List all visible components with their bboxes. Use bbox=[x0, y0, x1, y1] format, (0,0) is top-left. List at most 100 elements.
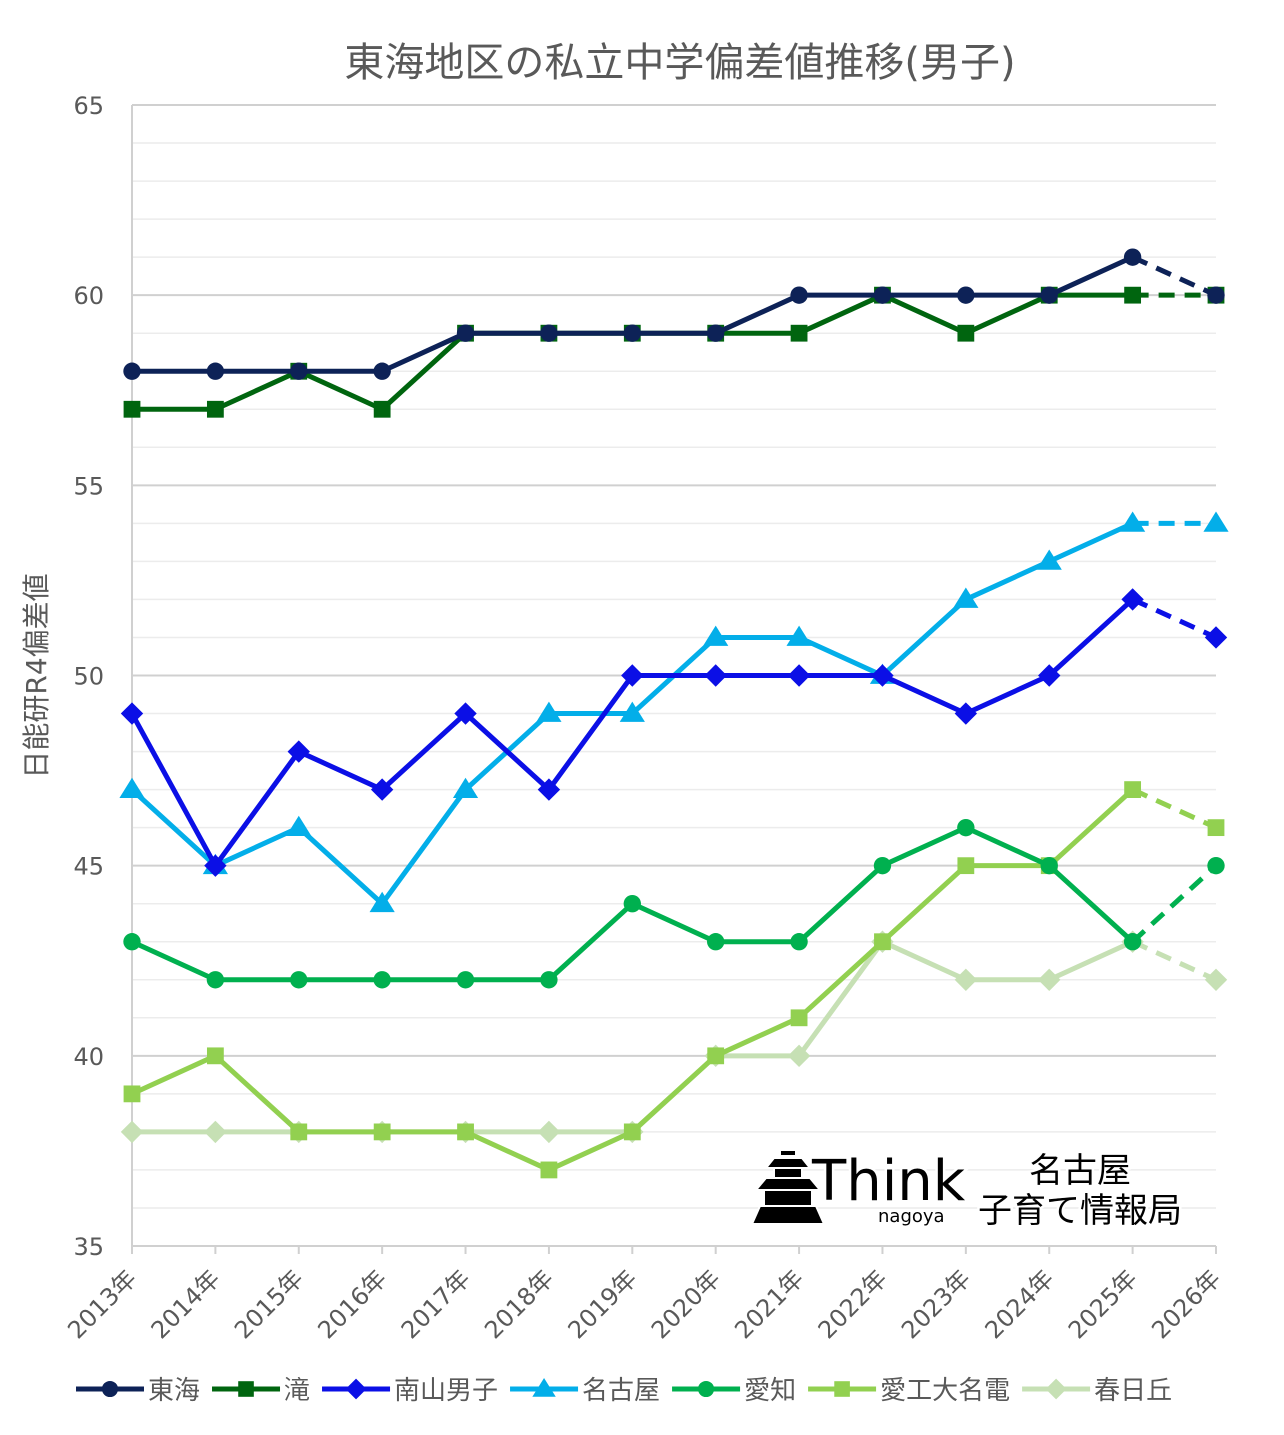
legend-label: 春日丘 bbox=[1094, 1376, 1172, 1406]
data-point bbox=[1038, 664, 1061, 687]
data-point bbox=[1207, 286, 1225, 304]
x-tick-label: 2023年 bbox=[896, 1264, 976, 1344]
data-point bbox=[1124, 781, 1142, 798]
legend-marker bbox=[101, 1380, 119, 1398]
legend-label: 愛工大名電 bbox=[880, 1376, 1010, 1406]
series-春日丘 bbox=[120, 930, 1228, 1144]
data-point bbox=[457, 1123, 474, 1141]
data-point bbox=[1207, 856, 1225, 875]
data-point bbox=[957, 818, 975, 837]
data-point bbox=[204, 854, 227, 877]
x-tick-label: 2015年 bbox=[229, 1264, 309, 1344]
data-point bbox=[790, 1009, 808, 1027]
x-tick-label: 2024年 bbox=[980, 1264, 1060, 1344]
data-point bbox=[873, 856, 892, 875]
data-point bbox=[786, 625, 812, 646]
legend-label: 東海 bbox=[148, 1376, 200, 1406]
x-tick-label: 2021年 bbox=[729, 1264, 809, 1344]
data-point bbox=[1123, 933, 1142, 951]
legend-item: 愛工大名電 bbox=[808, 1376, 1010, 1406]
data-point bbox=[456, 324, 475, 342]
data-point bbox=[123, 362, 141, 380]
series-南山男子 bbox=[120, 588, 1228, 877]
data-point bbox=[704, 664, 727, 687]
data-point bbox=[540, 324, 558, 342]
data-point bbox=[1040, 286, 1058, 304]
x-tick-label: 2018年 bbox=[479, 1264, 559, 1344]
series-layer bbox=[119, 248, 1229, 1179]
data-point bbox=[537, 1120, 561, 1144]
data-point bbox=[790, 286, 808, 304]
data-point bbox=[1203, 511, 1229, 532]
data-point bbox=[790, 324, 808, 342]
data-point bbox=[787, 664, 811, 687]
data-point bbox=[287, 740, 310, 763]
y-tick-label: 55 bbox=[73, 472, 104, 500]
legend-label: 名古屋 bbox=[582, 1376, 660, 1406]
y-axis-label: 日能研R4偏差値 bbox=[20, 573, 53, 778]
data-point bbox=[953, 587, 979, 608]
x-tick-label: 2014年 bbox=[146, 1264, 226, 1344]
data-point bbox=[373, 971, 391, 989]
legend-item: 南山男子 bbox=[322, 1376, 498, 1406]
data-point bbox=[619, 701, 645, 722]
data-point bbox=[206, 400, 224, 418]
y-tick-label: 50 bbox=[73, 663, 104, 691]
data-point bbox=[123, 400, 141, 418]
legend-item: 名古屋 bbox=[510, 1376, 660, 1406]
legend-marker bbox=[1045, 1378, 1067, 1400]
data-point bbox=[1040, 856, 1058, 875]
data-point bbox=[120, 702, 144, 725]
data-point bbox=[290, 362, 308, 380]
chart-title: 東海地区の私立中学偏差値推移(男子) bbox=[344, 40, 1015, 86]
x-tick-label: 2016年 bbox=[312, 1264, 392, 1344]
series-line bbox=[132, 939, 1134, 1135]
legend-item: 東海 bbox=[76, 1376, 200, 1406]
data-point bbox=[1124, 286, 1142, 304]
legend-item: 愛知 bbox=[672, 1376, 796, 1406]
data-point bbox=[1204, 968, 1228, 991]
data-point bbox=[370, 778, 394, 801]
y-axis-ticks: 35 40 45 50 55 60 65 bbox=[73, 92, 104, 1261]
series-line bbox=[132, 254, 1134, 374]
legend-marker bbox=[834, 1381, 850, 1397]
x-tick-label: 2025年 bbox=[1063, 1264, 1143, 1344]
data-point bbox=[119, 777, 145, 798]
brand-name: Think bbox=[811, 1149, 966, 1214]
data-point bbox=[1204, 626, 1228, 649]
data-point bbox=[703, 625, 729, 646]
data-point bbox=[369, 891, 395, 913]
x-tick-label: 2020年 bbox=[646, 1264, 726, 1344]
x-axis-ticks: 2013年 2014年 2015年 2016年 2017年 2018年 2019年 2020年… bbox=[62, 1246, 1226, 1344]
data-point bbox=[871, 664, 894, 687]
legend: 東海 滝 南山男子 名古屋 愛知 愛工大名電 春日丘 bbox=[76, 1376, 1172, 1406]
data-point bbox=[123, 933, 141, 951]
legend-marker bbox=[532, 1377, 556, 1397]
data-point bbox=[954, 968, 978, 991]
data-point bbox=[456, 971, 475, 989]
data-point bbox=[540, 1161, 558, 1179]
legend-item: 春日丘 bbox=[1022, 1376, 1172, 1406]
data-point bbox=[206, 971, 225, 989]
data-point bbox=[120, 1120, 144, 1144]
x-tick-label: 2019年 bbox=[563, 1264, 643, 1344]
y-tick-label: 35 bbox=[73, 1233, 104, 1261]
series-projection-line bbox=[1131, 254, 1218, 298]
legend-marker bbox=[238, 1381, 254, 1397]
data-point bbox=[957, 857, 975, 875]
series-東海 bbox=[123, 248, 1225, 380]
brand-sub: nagoya bbox=[878, 1206, 945, 1227]
data-point bbox=[957, 286, 975, 304]
legend-item: 滝 bbox=[212, 1376, 310, 1406]
data-point bbox=[1038, 968, 1061, 991]
data-point bbox=[536, 701, 562, 722]
data-point bbox=[874, 933, 891, 951]
series-滝 bbox=[123, 286, 1225, 418]
series-projection-line bbox=[1131, 787, 1218, 830]
data-point bbox=[1123, 248, 1142, 266]
x-tick-label: 2013年 bbox=[62, 1264, 142, 1344]
legend-marker bbox=[698, 1380, 715, 1398]
data-point bbox=[540, 971, 558, 989]
y-tick-label: 65 bbox=[73, 92, 104, 120]
